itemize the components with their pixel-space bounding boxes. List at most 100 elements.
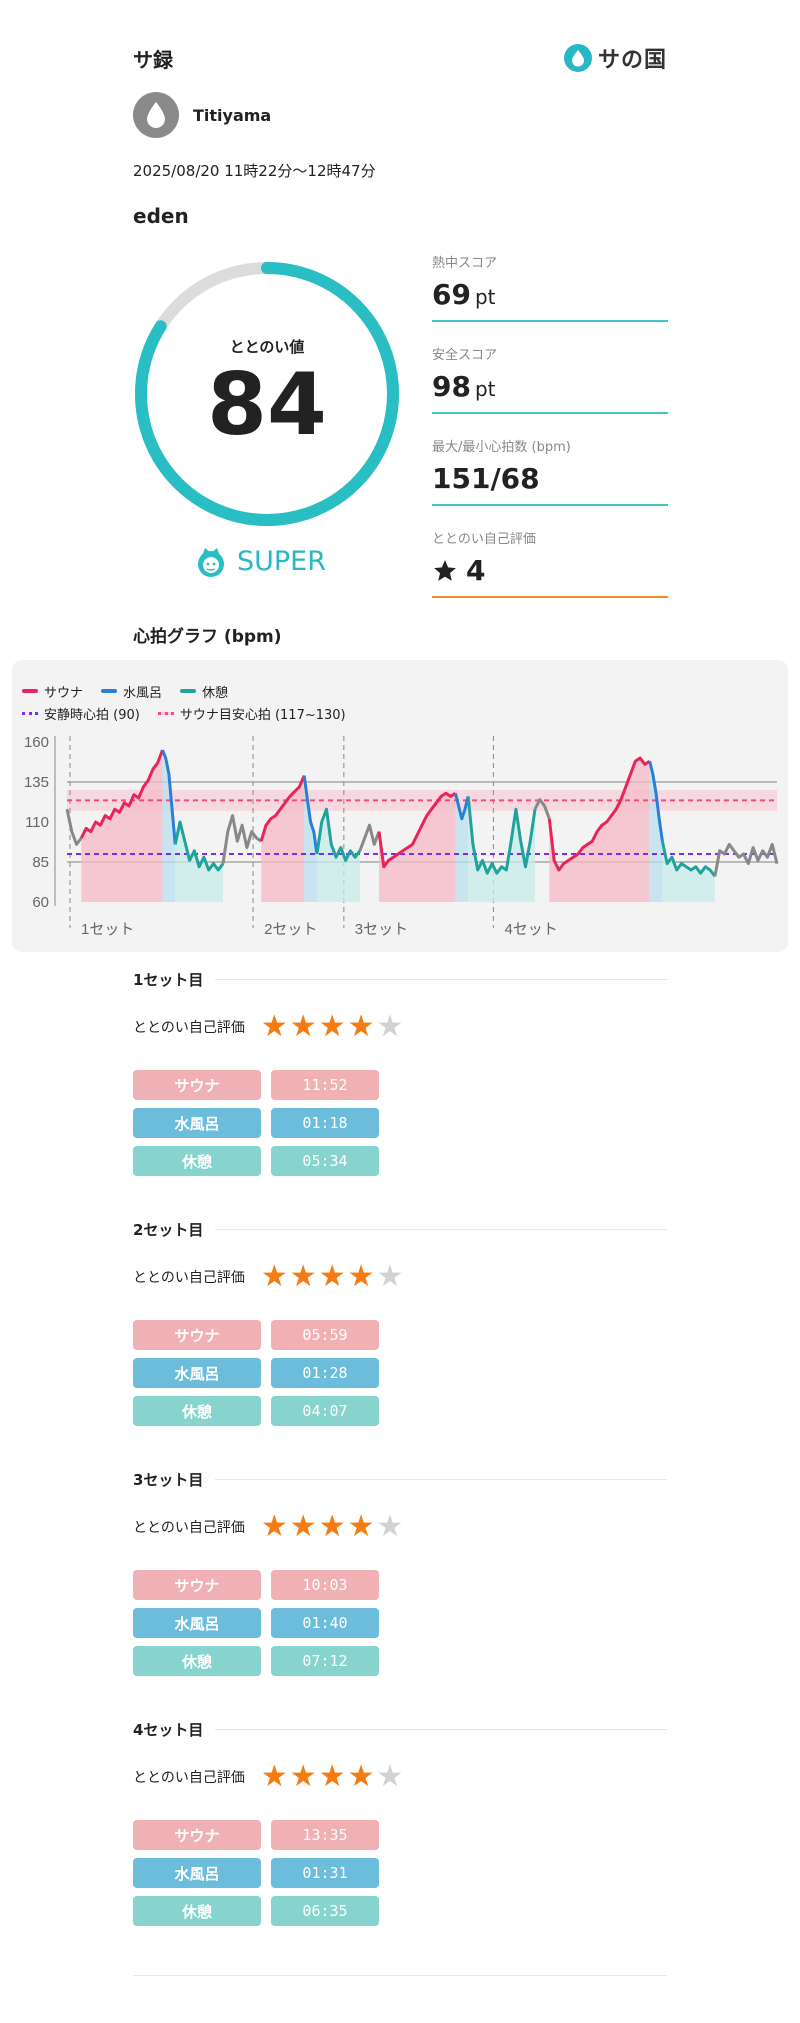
set-marker-label: 3セット	[355, 921, 408, 938]
rating-label: ととのい自己評価	[133, 1770, 245, 1786]
phase-row: 水風呂 01:28	[133, 1358, 667, 1388]
set-title-row: 4セット目	[133, 1718, 667, 1740]
water-area	[649, 761, 663, 902]
rest-series-line	[315, 807, 362, 862]
set-section: 3セット目 ととのい自己評価 ★ ★ ★ ★ ★ サウナ 10:03 水風呂 01:40 休憩 07:1…	[133, 1468, 667, 1684]
heart-rate-range: 最大/最小心拍数 (bpm) 151/68	[432, 432, 668, 524]
phase-time: 06:35	[271, 1896, 379, 1926]
phase-list: サウナ 13:35 水風呂 01:31 休憩 06:35	[133, 1820, 667, 1926]
set-title-row: 1セット目	[133, 968, 667, 990]
score-underline	[432, 504, 668, 506]
rest-series-line	[466, 796, 537, 875]
phase-name: 休憩	[133, 1646, 261, 1676]
user-name[interactable]: Titiyama	[193, 105, 272, 125]
phase-time: 01:18	[271, 1108, 379, 1138]
star-icon: ★	[376, 1259, 404, 1294]
sauna-series-line	[79, 749, 164, 839]
rating-label: ととのい自己評価	[133, 1520, 245, 1536]
phase-row: サウナ 10:03	[133, 1570, 667, 1600]
rest-area	[175, 822, 224, 902]
other-series-line	[221, 814, 263, 864]
phase-row: サウナ 13:35	[133, 1820, 667, 1850]
star-icon: ★	[376, 1759, 404, 1794]
divider	[215, 1478, 667, 1480]
star-rating: ★ ★ ★ ★ ★	[261, 1012, 404, 1042]
phase-name: 水風呂	[133, 1858, 261, 1888]
star-icon: ★	[318, 1009, 346, 1044]
legend-sauna: サウナ	[22, 682, 83, 701]
water-series-line	[453, 792, 470, 821]
set-marker-label: 4セット	[504, 921, 557, 938]
set-section: 4セット目 ととのい自己評価 ★ ★ ★ ★ ★ サウナ 13:35 水風呂 01:31 休憩 06:3…	[133, 1718, 667, 1934]
sauna-series-line	[377, 791, 457, 869]
phase-name: サウナ	[133, 1570, 261, 1600]
score-unit: pt	[474, 285, 496, 309]
score-label: 安全スコア	[432, 348, 498, 363]
user-row[interactable]: Titiyama	[133, 92, 667, 138]
water-area	[162, 750, 176, 902]
star-icon: ★	[376, 1509, 404, 1544]
phase-time: 07:12	[271, 1646, 379, 1676]
other-series-line	[533, 798, 551, 820]
gauge-progress-arc	[135, 262, 399, 526]
star-rating: ★ ★ ★ ★ ★	[261, 1762, 404, 1792]
rest-area	[468, 796, 536, 902]
app-title: サ録	[133, 47, 173, 72]
star-icon: ★	[289, 1259, 317, 1294]
star-icon: ★	[260, 1009, 288, 1044]
brand-logo[interactable]: サの国	[563, 42, 667, 74]
score-unit: pt	[474, 377, 496, 401]
set-marker-label: 2セット	[264, 921, 317, 938]
rest-series-line	[660, 840, 717, 878]
avatar[interactable]	[133, 92, 179, 138]
score-label: 熱中スコア	[432, 256, 498, 271]
set-rating-row: ととのい自己評価 ★ ★ ★ ★ ★	[133, 1512, 667, 1542]
session-date: 2025/08/20 11時22分〜12時47分	[133, 162, 376, 180]
phase-time: 05:59	[271, 1320, 379, 1350]
brand-logo-text: サの国	[597, 48, 667, 73]
set-title-row: 2セット目	[133, 1218, 667, 1240]
set-section: 2セット目 ととのい自己評価 ★ ★ ★ ★ ★ サウナ 05:59 水風呂 01:28 休憩 04:0…	[133, 1218, 667, 1434]
phase-list: サウナ 05:59 水風呂 01:28 休憩 04:07	[133, 1320, 667, 1426]
phase-name: 水風呂	[133, 1608, 261, 1638]
heat-score: 熱中スコア 69 pt	[432, 248, 668, 340]
other-series-line	[358, 823, 381, 852]
set-marker-label: 1セット	[81, 921, 134, 938]
phase-time: 10:03	[271, 1570, 379, 1600]
phase-time: 05:34	[271, 1146, 379, 1176]
heart-rate-chart: 60 85 110 135 160 1セット 2セット 3セット 4セット	[24, 734, 779, 938]
set-rating-row: ととのい自己評価 ★ ★ ★ ★ ★	[133, 1762, 667, 1792]
phase-name: サウナ	[133, 1070, 261, 1100]
phase-time: 13:35	[271, 1820, 379, 1850]
rating-label: ととのい自己評価	[133, 1020, 245, 1036]
phase-row: サウナ 11:52	[133, 1070, 667, 1100]
star-icon: ★	[376, 1009, 404, 1044]
phase-time: 11:52	[271, 1070, 379, 1100]
star-icon: ★	[289, 1509, 317, 1544]
phase-name: サウナ	[133, 1320, 261, 1350]
y-tick-label: 160	[24, 734, 49, 751]
phase-row: 休憩 06:35	[133, 1896, 667, 1926]
phase-name: 休憩	[133, 1896, 261, 1926]
phase-name: サウナ	[133, 1820, 261, 1850]
star-icon: ★	[289, 1759, 317, 1794]
set-title: 3セット目	[133, 1470, 204, 1489]
facility-name[interactable]: eden	[133, 204, 189, 228]
score-label: 最大/最小心拍数 (bpm)	[432, 440, 571, 455]
y-tick-label: 60	[32, 894, 49, 911]
y-tick-label: 85	[32, 854, 49, 871]
phase-row: 休憩 05:34	[133, 1146, 667, 1176]
rank-label: SUPER	[237, 545, 327, 577]
score-underline	[432, 320, 668, 322]
divider	[215, 978, 667, 980]
water-series-line	[161, 749, 177, 845]
phase-time: 01:31	[271, 1858, 379, 1888]
other-series-line	[65, 808, 83, 846]
phase-row: サウナ 05:59	[133, 1320, 667, 1350]
star-icon: ★	[318, 1759, 346, 1794]
score-label: ととのい自己評価	[432, 532, 536, 547]
score-value: 151/68	[432, 462, 540, 495]
star-icon: ★	[289, 1009, 317, 1044]
phase-row: 水風呂 01:40	[133, 1608, 667, 1638]
water-series-line	[648, 760, 664, 842]
